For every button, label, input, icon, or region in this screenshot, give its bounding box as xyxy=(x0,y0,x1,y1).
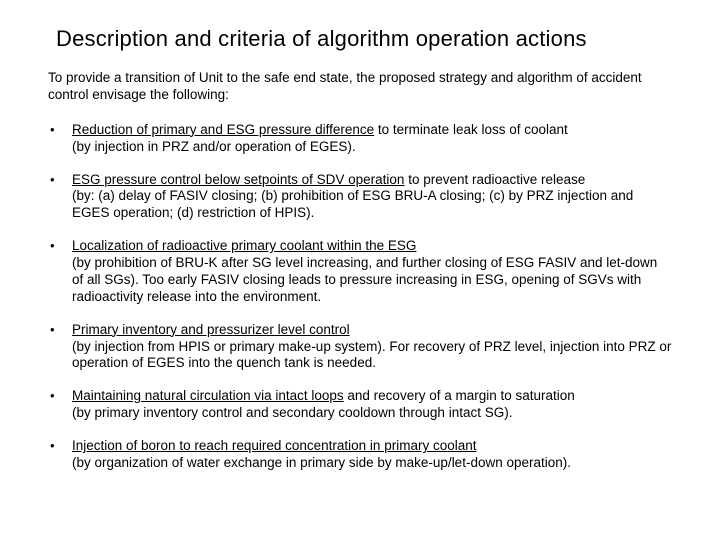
bullet-list: Reduction of primary and ESG pressure di… xyxy=(48,122,672,472)
list-item: Injection of boron to reach required con… xyxy=(48,438,672,472)
bullet-note: (by prohibition of BRU-K after SG level … xyxy=(72,255,657,304)
intro-paragraph: To provide a transition of Unit to the s… xyxy=(48,70,672,104)
list-item: Reduction of primary and ESG pressure di… xyxy=(48,122,672,156)
bullet-rest: to terminate leak loss of coolant xyxy=(374,122,568,137)
bullet-note: (by injection in PRZ and/or operation of… xyxy=(72,139,356,154)
bullet-rest: to prevent radioactive release xyxy=(404,172,585,187)
list-item: Maintaining natural circulation via inta… xyxy=(48,388,672,422)
bullet-lead: ESG pressure control below setpoints of … xyxy=(72,172,404,187)
list-item: ESG pressure control below setpoints of … xyxy=(48,172,672,223)
list-item: Localization of radioactive primary cool… xyxy=(48,238,672,306)
bullet-note: (by: (a) delay of FASIV closing; (b) pro… xyxy=(72,188,633,220)
bullet-lead: Reduction of primary and ESG pressure di… xyxy=(72,122,374,137)
slide: Description and criteria of algorithm op… xyxy=(0,0,720,540)
bullet-lead: Primary inventory and pressurizer level … xyxy=(72,322,350,337)
bullet-lead: Localization of radioactive primary cool… xyxy=(72,238,416,253)
bullet-note: (by injection from HPIS or primary make-… xyxy=(72,339,671,371)
bullet-lead: Maintaining natural circulation via inta… xyxy=(72,388,344,403)
bullet-note: (by organization of water exchange in pr… xyxy=(72,455,571,470)
slide-title: Description and criteria of algorithm op… xyxy=(56,26,672,52)
bullet-lead: Injection of boron to reach required con… xyxy=(72,438,476,453)
bullet-note: (by primary inventory control and second… xyxy=(72,405,512,420)
bullet-rest: and recovery of a margin to saturation xyxy=(344,388,575,403)
list-item: Primary inventory and pressurizer level … xyxy=(48,322,672,373)
